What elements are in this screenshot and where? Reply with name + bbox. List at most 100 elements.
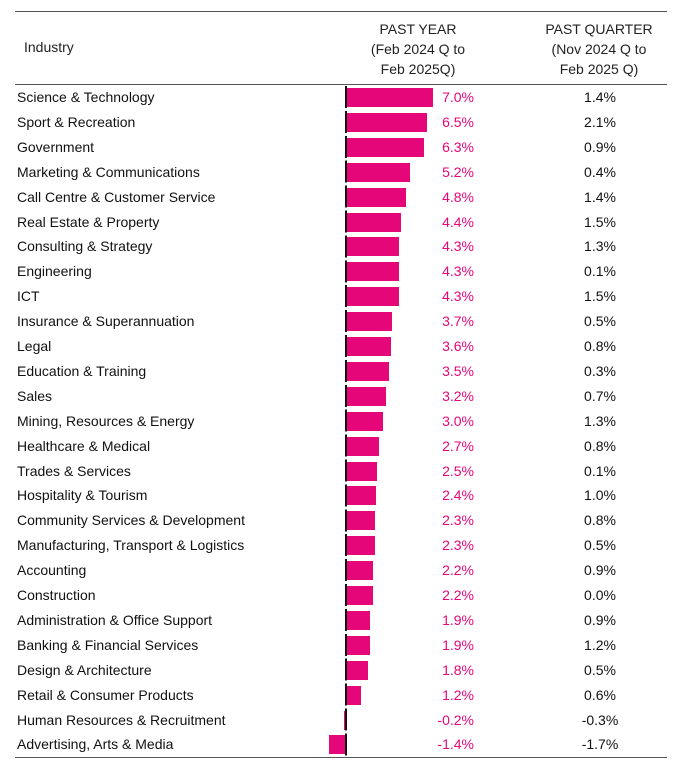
past-year-bar bbox=[346, 287, 400, 307]
past-year-value: 5.2% bbox=[442, 163, 474, 180]
table-row: Insurance & Superannuation 3.7% 0.5% bbox=[0, 309, 684, 334]
industry-label: Design & Architecture bbox=[17, 661, 152, 678]
industry-label: Manufacturing, Transport & Logistics bbox=[17, 537, 245, 554]
industry-label: Hospitality & Tourism bbox=[17, 487, 148, 504]
past-year-value: 2.2% bbox=[442, 587, 474, 603]
past-quarter-value: 0.5% bbox=[584, 537, 616, 554]
header-past-year-line3: Feb 2025Q) bbox=[380, 61, 456, 77]
past-year-value: 3.5% bbox=[442, 362, 474, 379]
industry-label: ICT bbox=[17, 288, 40, 305]
table-row: Education & Training 3.5% 0.3% bbox=[0, 359, 684, 384]
past-quarter-value: 1.5% bbox=[584, 288, 616, 305]
past-year-bar bbox=[346, 262, 400, 282]
past-quarter-value: 0.4% bbox=[584, 163, 616, 180]
table-row: Manufacturing, Transport & Logistics 2.3%… bbox=[0, 533, 684, 558]
past-quarter-value: 0.8% bbox=[584, 338, 616, 354]
table-row: Science & Technology 7.0% 1.4% bbox=[0, 85, 684, 110]
past-year-value: 2.3% bbox=[442, 512, 474, 529]
past-quarter-value: 0.9% bbox=[584, 138, 616, 155]
past-year-value: 3.2% bbox=[442, 387, 474, 404]
table-row: Government 6.3% 0.9% bbox=[0, 135, 684, 160]
table-row: Real Estate & Property 4.4% 1.5% bbox=[0, 210, 684, 235]
past-year-value: 6.3% bbox=[442, 138, 474, 155]
past-quarter-value: 0.9% bbox=[584, 562, 616, 579]
past-year-bar bbox=[346, 162, 411, 182]
industry-label: Accounting bbox=[17, 562, 87, 579]
past-year-bar bbox=[346, 685, 361, 705]
past-year-value: 3.7% bbox=[442, 313, 474, 330]
past-year-bar bbox=[346, 586, 374, 605]
header-past-quarter-line3: Feb 2025 Q) bbox=[559, 61, 639, 77]
table-row: Sport & Recreation 6.5% 2.1% bbox=[0, 110, 684, 135]
industry-label: Education & Training bbox=[17, 362, 147, 379]
past-quarter-value: 0.1% bbox=[584, 462, 616, 479]
industry-label: Community Services & Development bbox=[17, 512, 245, 529]
past-year-bar bbox=[346, 635, 370, 655]
table-row: Administration & Office Support 1.9% 0.9% bbox=[0, 608, 684, 633]
past-year-bar bbox=[346, 511, 375, 531]
table-row: Community Services & Development 2.3% 0.8% bbox=[0, 508, 684, 533]
industry-label: Marketing & Communications bbox=[17, 163, 200, 180]
past-quarter-value: 0.7% bbox=[584, 387, 616, 404]
industry-label: Engineering bbox=[17, 263, 92, 280]
past-year-bar bbox=[346, 112, 427, 132]
past-quarter-value: 0.5% bbox=[584, 661, 616, 678]
past-quarter-value: 0.8% bbox=[584, 512, 616, 529]
past-year-value: -1.4% bbox=[437, 736, 474, 753]
industry-label: Call Centre & Customer Service bbox=[17, 188, 216, 205]
table-row: Healthcare & Medical 2.7% 0.8% bbox=[0, 434, 684, 459]
past-quarter-value: 0.3% bbox=[584, 362, 616, 379]
past-year-bar bbox=[346, 237, 400, 257]
industry-label: Sport & Recreation bbox=[17, 113, 136, 130]
table-row: Consulting & Strategy 4.3% 1.3% bbox=[0, 234, 684, 259]
table-row: Hospitality & Tourism 2.4% 1.0% bbox=[0, 483, 684, 508]
industry-label: Legal bbox=[17, 338, 52, 354]
industry-label: Insurance & Superannuation bbox=[17, 313, 195, 330]
past-year-bar bbox=[346, 411, 384, 431]
past-year-bar bbox=[346, 536, 375, 556]
past-quarter-value: 0.8% bbox=[584, 437, 616, 454]
past-year-value: 4.3% bbox=[442, 263, 474, 280]
table-row: Trades & Services 2.5% 0.1% bbox=[0, 459, 684, 484]
past-quarter-value: 1.4% bbox=[584, 89, 616, 105]
industry-label: Consulting & Strategy bbox=[17, 238, 153, 255]
header-past-quarter: PAST QUARTER (Nov 2024 Q to Feb 2025 Q) bbox=[528, 19, 670, 79]
past-quarter-value: -1.7% bbox=[581, 736, 619, 753]
past-year-value: -0.2% bbox=[437, 711, 474, 728]
industry-label: Banking & Financial Services bbox=[17, 636, 199, 653]
past-quarter-value: 1.2% bbox=[584, 636, 616, 653]
past-year-bar bbox=[343, 710, 346, 730]
industry-label: Healthcare & Medical bbox=[17, 437, 151, 454]
past-year-bar bbox=[346, 361, 390, 381]
industry-label: Advertising, Arts & Media bbox=[17, 736, 174, 753]
header-past-quarter-line1: PAST QUARTER bbox=[545, 21, 653, 37]
table-row: Retail & Consumer Products 1.2% 0.6% bbox=[0, 683, 684, 708]
table-row: Call Centre & Customer Service 4.8% 1.4% bbox=[0, 185, 684, 210]
table-row: Sales 3.2% 0.7% bbox=[0, 384, 684, 409]
industry-label: Real Estate & Property bbox=[17, 213, 160, 230]
past-quarter-value: 1.0% bbox=[584, 487, 616, 504]
past-year-bar bbox=[346, 461, 377, 481]
industry-label: Government bbox=[17, 138, 95, 155]
past-year-value: 2.4% bbox=[442, 487, 474, 504]
past-year-bar bbox=[346, 187, 406, 207]
past-year-value: 2.7% bbox=[442, 437, 474, 454]
header-past-year-line1: PAST YEAR bbox=[379, 21, 457, 37]
past-year-bar bbox=[346, 386, 386, 406]
industry-label: Science & Technology bbox=[17, 89, 155, 105]
header-industry: Industry bbox=[24, 39, 74, 55]
past-quarter-value: 0.1% bbox=[584, 263, 616, 280]
past-year-value: 1.2% bbox=[442, 686, 474, 703]
table-row: Mining, Resources & Energy 3.0% 1.3% bbox=[0, 409, 684, 434]
past-year-bar bbox=[346, 337, 391, 356]
past-quarter-value: 1.3% bbox=[584, 412, 616, 429]
header-past-quarter-line2: (Nov 2024 Q to bbox=[551, 41, 647, 57]
past-year-value: 4.3% bbox=[442, 238, 474, 255]
past-year-bar bbox=[346, 486, 376, 506]
past-year-value: 3.0% bbox=[442, 412, 474, 429]
table-row: ICT 4.3% 1.5% bbox=[0, 284, 684, 309]
past-year-value: 4.4% bbox=[442, 213, 474, 230]
industry-label: Administration & Office Support bbox=[17, 611, 213, 628]
past-quarter-value: 0.5% bbox=[584, 313, 616, 330]
industry-label: Construction bbox=[17, 587, 96, 603]
